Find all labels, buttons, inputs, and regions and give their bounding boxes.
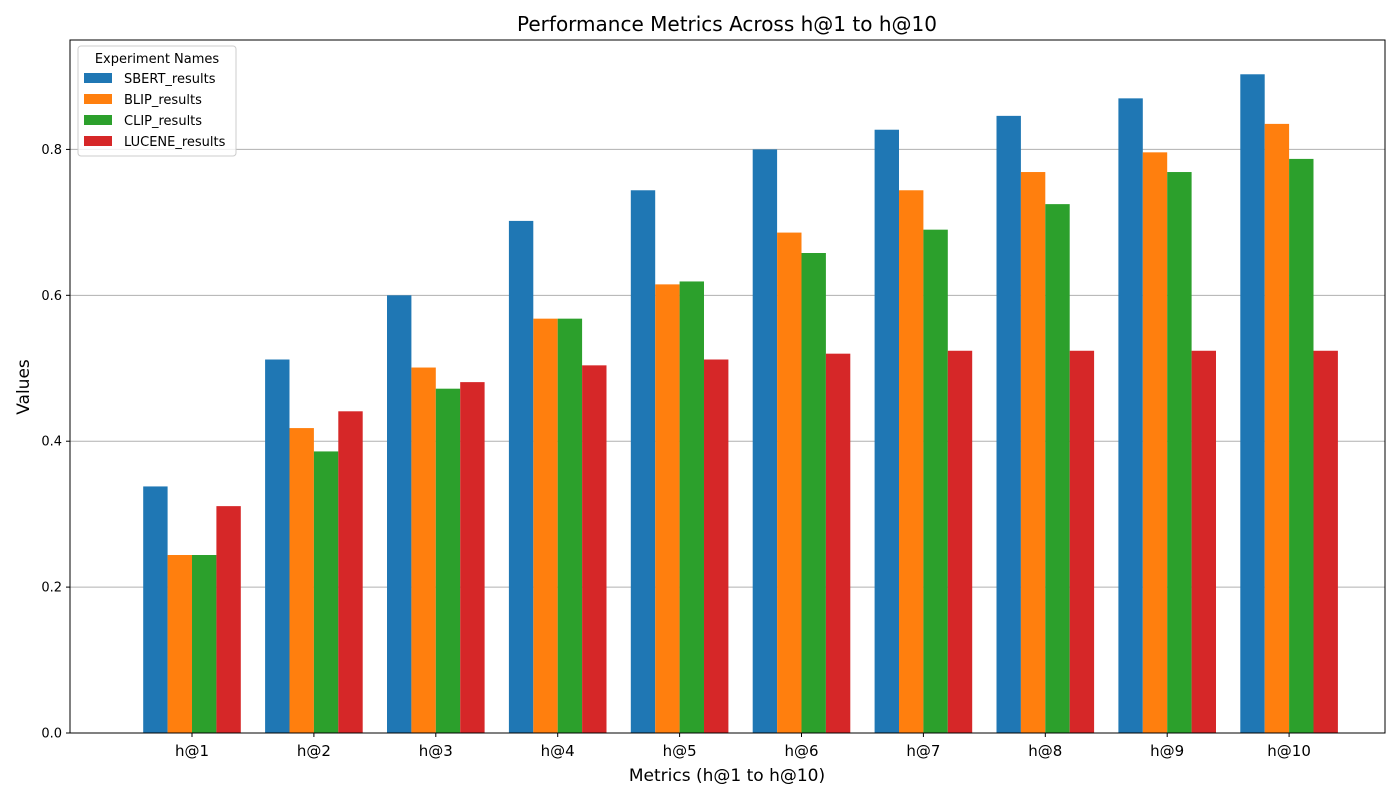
bar-LUCENE_results-h@9 xyxy=(1191,350,1216,733)
bar-SBERT_results-h@3 xyxy=(387,295,412,733)
legend-items: SBERT_results BLIP_results CLIP_results LUC… xyxy=(84,72,226,150)
bar-LUCENE_results-h@8 xyxy=(1069,350,1095,733)
legend-swatch xyxy=(84,136,112,146)
bar-BLIP_results-h@9 xyxy=(1142,152,1168,734)
legend: Experiment Names SBERT_results BLIP_resul… xyxy=(77,45,237,157)
y-tick-label: 0.4 xyxy=(41,435,62,450)
bar-BLIP_results-h@1 xyxy=(167,555,192,733)
x-axis-ticks: h@1 h@2 h@3 h@4 h@5 h@6 h@7 h@8 h@9 h@10 xyxy=(175,733,1311,760)
legend-box xyxy=(77,45,237,157)
x-tick-label: h@9 xyxy=(1150,742,1184,760)
bar-LUCENE_results-h@5 xyxy=(704,359,729,733)
bar-BLIP_results-h@10 xyxy=(1264,123,1290,734)
bar-LUCENE_results-h@1 xyxy=(216,506,241,733)
bar-LUCENE_results-h@2 xyxy=(338,411,363,733)
legend-swatch xyxy=(84,94,112,104)
bar-CLIP_results-h@9 xyxy=(1167,172,1192,734)
chart-title: Performance Metrics Across h@1 to h@10 xyxy=(517,12,937,36)
bar-SBERT_results-h@6 xyxy=(752,149,778,734)
legend-title: Experiment Names xyxy=(95,52,220,67)
bar-SBERT_results-h@7 xyxy=(874,129,899,733)
bar-SBERT_results-h@4 xyxy=(508,220,534,733)
bar-CLIP_results-h@10 xyxy=(1289,158,1314,734)
bar-LUCENE_results-h@4 xyxy=(582,365,607,733)
bar-LUCENE_results-h@3 xyxy=(460,382,485,733)
plot-frame xyxy=(69,39,1386,734)
bar-CLIP_results-h@6 xyxy=(801,253,826,733)
legend-label: BLIP_results xyxy=(124,93,202,108)
bar-SBERT_results-h@10 xyxy=(1240,74,1265,733)
bar-SBERT_results-h@1 xyxy=(143,486,168,733)
bar-BLIP_results-h@2 xyxy=(289,428,314,733)
legend-label: LUCENE_results xyxy=(124,135,226,150)
bar-BLIP_results-h@7 xyxy=(899,190,924,733)
x-tick-label: h@5 xyxy=(663,742,697,760)
bar-BLIP_results-h@5 xyxy=(655,284,680,733)
y-tick-label: 0.6 xyxy=(41,289,62,304)
bar-LUCENE_results-h@7 xyxy=(947,350,973,733)
legend-label: SBERT_results xyxy=(124,72,216,87)
bar-SBERT_results-h@5 xyxy=(630,190,656,733)
bar-CLIP_results-h@7 xyxy=(923,229,948,734)
bar-CLIP_results-h@2 xyxy=(313,451,339,733)
bar-BLIP_results-h@6 xyxy=(777,232,802,733)
bar-CLIP_results-h@4 xyxy=(557,318,583,733)
bar-CLIP_results-h@3 xyxy=(435,388,461,733)
y-tick-label: 0.8 xyxy=(41,143,62,158)
bar-LUCENE_results-h@10 xyxy=(1313,350,1338,733)
x-tick-label: h@7 xyxy=(906,742,940,760)
y-axis-label: Values xyxy=(14,359,34,415)
legend-swatch xyxy=(84,115,112,125)
x-tick-label: h@10 xyxy=(1267,742,1311,760)
x-axis-label: Metrics (h@1 to h@10) xyxy=(629,766,825,786)
bar-LUCENE_results-h@6 xyxy=(825,353,851,733)
y-tick-label: 0.2 xyxy=(41,581,62,596)
y-tick-label: 0.0 xyxy=(41,727,62,742)
bar-SBERT_results-h@8 xyxy=(996,115,1021,734)
x-tick-label: h@1 xyxy=(175,742,209,760)
bar-SBERT_results-h@9 xyxy=(1118,98,1143,733)
x-tick-label: h@2 xyxy=(297,742,331,760)
bar-CLIP_results-h@8 xyxy=(1045,204,1070,733)
x-tick-label: h@3 xyxy=(419,742,453,760)
bar-CLIP_results-h@5 xyxy=(679,281,704,733)
x-tick-label: h@4 xyxy=(541,742,575,760)
legend-label: CLIP_results xyxy=(124,114,202,129)
bar-BLIP_results-h@3 xyxy=(411,367,436,733)
bar-SBERT_results-h@2 xyxy=(265,359,290,733)
y-axis-ticks: 0.0 0.2 0.4 0.6 0.8 xyxy=(41,143,70,742)
x-tick-label: h@6 xyxy=(784,742,818,760)
bars xyxy=(143,74,1338,734)
bar-BLIP_results-h@4 xyxy=(533,318,558,733)
legend-swatch xyxy=(84,73,112,83)
bar-CLIP_results-h@1 xyxy=(192,555,217,733)
bar-BLIP_results-h@8 xyxy=(1020,172,1046,734)
x-tick-label: h@8 xyxy=(1028,742,1062,760)
